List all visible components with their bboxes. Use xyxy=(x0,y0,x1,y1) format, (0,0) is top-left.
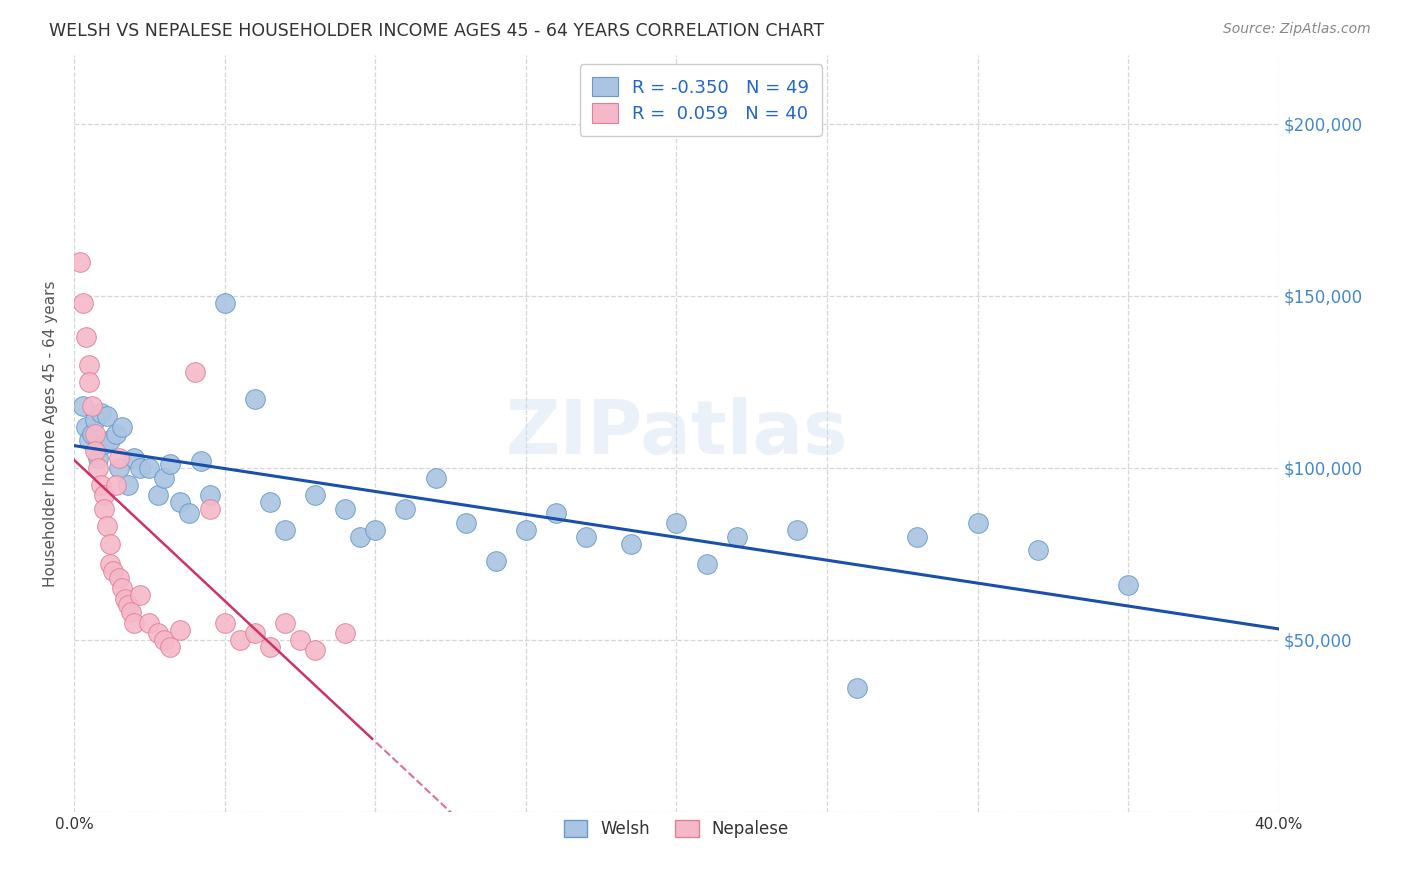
Point xyxy=(575,530,598,544)
Point xyxy=(454,516,477,530)
Point xyxy=(117,599,139,613)
Point xyxy=(120,606,142,620)
Point xyxy=(394,502,416,516)
Point xyxy=(786,523,808,537)
Point xyxy=(111,582,134,596)
Point xyxy=(129,461,152,475)
Point xyxy=(72,399,94,413)
Point xyxy=(169,623,191,637)
Point xyxy=(425,471,447,485)
Point xyxy=(259,495,281,509)
Text: ZIPatlas: ZIPatlas xyxy=(505,397,848,470)
Point xyxy=(259,640,281,654)
Point xyxy=(288,632,311,647)
Point xyxy=(333,502,356,516)
Point xyxy=(108,450,131,465)
Point xyxy=(103,564,125,578)
Point xyxy=(124,450,146,465)
Point xyxy=(1026,543,1049,558)
Point xyxy=(159,640,181,654)
Point xyxy=(111,419,134,434)
Point xyxy=(138,461,160,475)
Point xyxy=(84,413,107,427)
Point xyxy=(966,516,988,530)
Point xyxy=(169,495,191,509)
Point xyxy=(98,434,121,448)
Point xyxy=(84,443,107,458)
Point xyxy=(93,488,115,502)
Point xyxy=(198,488,221,502)
Point xyxy=(93,437,115,451)
Point xyxy=(153,471,176,485)
Point xyxy=(177,506,200,520)
Point xyxy=(243,626,266,640)
Point xyxy=(93,502,115,516)
Point xyxy=(274,615,297,630)
Point xyxy=(846,681,869,695)
Point xyxy=(620,536,643,550)
Point xyxy=(515,523,537,537)
Point xyxy=(349,530,371,544)
Point xyxy=(117,478,139,492)
Point xyxy=(304,643,326,657)
Point xyxy=(725,530,748,544)
Point xyxy=(90,406,112,420)
Point xyxy=(114,591,136,606)
Point xyxy=(304,488,326,502)
Point xyxy=(69,254,91,268)
Point xyxy=(82,426,104,441)
Point xyxy=(108,571,131,585)
Point xyxy=(98,536,121,550)
Point xyxy=(364,523,387,537)
Point xyxy=(77,358,100,372)
Point xyxy=(229,632,252,647)
Point xyxy=(108,461,131,475)
Point xyxy=(696,558,718,572)
Point xyxy=(907,530,929,544)
Point xyxy=(214,615,236,630)
Text: WELSH VS NEPALESE HOUSEHOLDER INCOME AGES 45 - 64 YEARS CORRELATION CHART: WELSH VS NEPALESE HOUSEHOLDER INCOME AGE… xyxy=(49,22,824,40)
Point xyxy=(84,426,107,441)
Point xyxy=(87,461,110,475)
Point xyxy=(96,519,118,533)
Point xyxy=(105,478,128,492)
Legend: Welsh, Nepalese: Welsh, Nepalese xyxy=(557,814,796,845)
Point xyxy=(75,419,97,434)
Point xyxy=(190,454,212,468)
Point xyxy=(665,516,688,530)
Point xyxy=(82,399,104,413)
Y-axis label: Householder Income Ages 45 - 64 years: Householder Income Ages 45 - 64 years xyxy=(44,280,58,587)
Point xyxy=(75,330,97,344)
Point xyxy=(153,632,176,647)
Point xyxy=(148,626,170,640)
Text: Source: ZipAtlas.com: Source: ZipAtlas.com xyxy=(1223,22,1371,37)
Point xyxy=(183,365,205,379)
Point xyxy=(96,409,118,424)
Point xyxy=(198,502,221,516)
Point xyxy=(105,426,128,441)
Point xyxy=(214,295,236,310)
Point xyxy=(124,615,146,630)
Point xyxy=(77,375,100,389)
Point xyxy=(485,554,508,568)
Point xyxy=(544,506,567,520)
Point xyxy=(138,615,160,630)
Point xyxy=(1116,578,1139,592)
Point xyxy=(159,458,181,472)
Point xyxy=(333,626,356,640)
Point xyxy=(243,392,266,406)
Point xyxy=(98,558,121,572)
Point xyxy=(129,588,152,602)
Point xyxy=(274,523,297,537)
Point xyxy=(77,434,100,448)
Point xyxy=(90,478,112,492)
Point xyxy=(87,450,110,465)
Point xyxy=(148,488,170,502)
Point xyxy=(72,295,94,310)
